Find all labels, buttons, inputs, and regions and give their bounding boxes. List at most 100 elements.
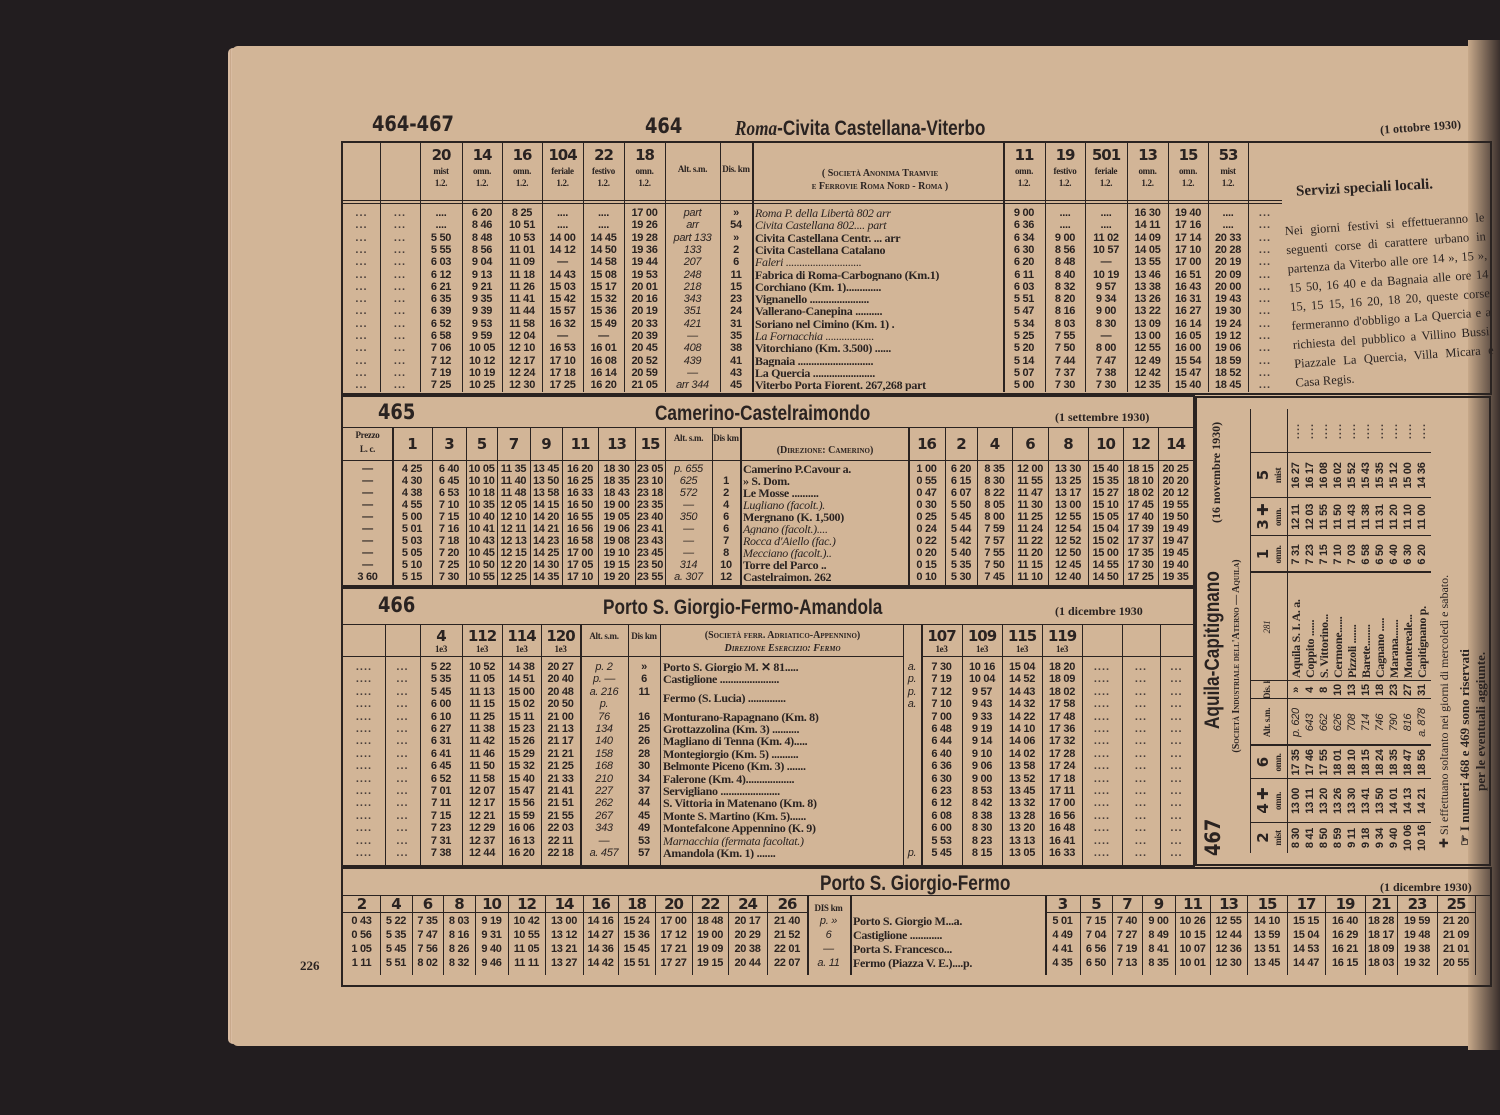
departure-time: 8 26: [448, 943, 470, 955]
arrival-time: 16 27: [1174, 305, 1202, 318]
distance-km: 15: [730, 280, 742, 293]
departure-time: 8 50: [1318, 827, 1330, 849]
price: 3 60: [357, 571, 378, 583]
train-number: 14: [1166, 435, 1186, 453]
arrival-departure-mark: p.: [907, 685, 917, 698]
arrival-time: 18 10: [1127, 475, 1154, 487]
arrival-time: 6 20: [1013, 256, 1035, 269]
departure-time: 4 55: [401, 499, 423, 511]
departure-time: 7 20: [438, 547, 460, 559]
filler-dots: ...: [1258, 256, 1272, 269]
arrival-time: 6 00: [931, 822, 952, 835]
departure-time: 10 55: [468, 571, 495, 583]
price-header: L. c.: [359, 444, 376, 454]
distance-km: [628, 698, 660, 710]
arrival-time: 16 56: [1048, 809, 1076, 822]
departure-time: 7 15: [430, 809, 452, 822]
column-rule: [1175, 896, 1176, 975]
departure-time: 12 05: [500, 499, 527, 511]
arrival-time: 20 09: [1214, 268, 1242, 281]
departure-time: 15 36: [623, 929, 650, 941]
departure-time: 15 08: [590, 268, 617, 281]
departure-time: 11 13: [469, 685, 495, 698]
departure-time: 19 26: [631, 219, 658, 232]
departure-time: 20 45: [631, 342, 658, 355]
altitude: 207: [683, 256, 702, 269]
arrival-time: 7 47: [1095, 354, 1117, 367]
arrival-time: 5 47: [1013, 305, 1035, 318]
distance-km: 34: [638, 772, 650, 785]
arrival-time: 20 25: [1162, 463, 1189, 475]
column-rule: [1248, 143, 1249, 392]
altitude: 76: [598, 710, 610, 723]
station-name: Montegiorgio (Km. 5) ..........: [663, 747, 799, 761]
arrival-time: 16 29: [1331, 929, 1359, 941]
arrival-time: 7 04: [1085, 929, 1107, 941]
departure-time: 14 30: [532, 559, 560, 571]
arrival-time: 16 14: [1174, 317, 1202, 330]
alt-header: Alt. s.m.: [677, 164, 708, 174]
arrival-time: 19 43: [1214, 293, 1242, 306]
departure-time: 20 39: [631, 330, 658, 342]
arrival-time: 14 22: [1008, 710, 1036, 723]
column-rule: [562, 428, 563, 585]
altitude: —: [683, 547, 694, 559]
altitude: 343: [595, 822, 613, 835]
train-number: 16: [512, 147, 533, 164]
arrival-time: 8 22: [984, 487, 1005, 499]
station-name: Le Mosse ..........: [743, 487, 819, 499]
distance-km: 23: [1388, 684, 1400, 696]
train-number: 115: [1007, 628, 1037, 644]
departure-time: 20 01: [631, 280, 658, 293]
train-number: 18: [627, 896, 647, 912]
train-number: 3: [444, 435, 454, 453]
arrival-time: 17 14: [1174, 231, 1202, 244]
departure-time: 5 05: [401, 547, 423, 559]
arrival-time: ....: [1100, 207, 1112, 219]
filler-dots: ...: [1258, 366, 1272, 379]
arrival-time: 11 22: [1017, 535, 1043, 547]
altitude: 439: [683, 354, 702, 367]
km-header: Dis. km: [722, 164, 750, 174]
paper-sheet: [232, 46, 1500, 1046]
departure-time: 8 48: [471, 231, 493, 244]
departure-time: 9 46: [481, 957, 502, 969]
departure-time: 9 40: [1388, 827, 1400, 849]
column-rule: [1397, 896, 1398, 975]
distance-km: 2: [733, 243, 739, 256]
arrival-time: 8 32: [1054, 280, 1076, 293]
departure-time: 12 15: [500, 547, 527, 559]
train-class: 1e3: [1015, 644, 1029, 654]
departure-time: 23 55: [636, 571, 664, 583]
arrival-time: 20 20: [1162, 475, 1189, 487]
filler-dots: ...: [1170, 772, 1183, 785]
arrival-time: 8 05: [984, 499, 1005, 511]
filler-dots: ...: [1170, 822, 1183, 835]
arrival-time: 11 31: [1374, 504, 1386, 530]
departure-time: 15 49: [590, 317, 617, 330]
price: —: [362, 499, 373, 511]
company-line-1: (Società ferr. Adriatico-Appennino): [704, 630, 861, 641]
column-rule: [412, 896, 413, 975]
departure-time: 20 16: [631, 293, 658, 306]
altitude: p. 620: [1290, 708, 1302, 737]
filler-dots: ...: [393, 231, 407, 244]
altitude: a. 216: [589, 685, 619, 698]
arrival-time: 13 58: [1008, 760, 1036, 773]
arrival-time: 8 38: [971, 809, 993, 822]
arrival-time: 12 42: [1134, 366, 1161, 379]
train-number: 501: [1091, 147, 1121, 164]
departure-time: 10 05: [468, 463, 495, 475]
arrival-departure-mark: [903, 835, 921, 847]
arrival-time: 7 31: [1290, 544, 1302, 565]
departure-time: 5 50: [430, 231, 452, 244]
arrival-time: 5 53: [931, 834, 952, 847]
altitude: 227: [595, 785, 613, 797]
station-name: Monte S. Martino (Km. 5)......: [663, 809, 806, 823]
train-type: festivo: [1053, 166, 1077, 176]
filler-dots: ...: [1258, 243, 1272, 256]
train-number: 7: [508, 435, 519, 453]
departure-time: 17 00: [660, 915, 687, 927]
departure-time: 15 24: [623, 915, 650, 927]
filler-dots: ...: [355, 366, 368, 379]
